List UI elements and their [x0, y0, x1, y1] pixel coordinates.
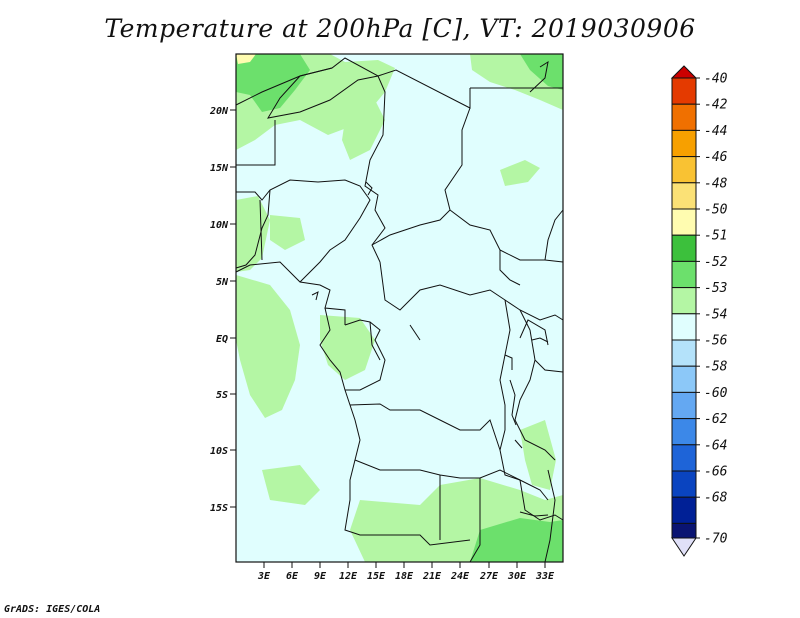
colorbar-label: -42 — [704, 98, 728, 113]
field-green-sahel-east — [500, 160, 540, 186]
colorbar-cell — [671, 339, 697, 367]
lat-label: 15N — [210, 163, 229, 174]
field-green-south-dark — [470, 518, 563, 562]
colorbar-label: -40 — [704, 72, 728, 87]
colorbar-cell — [671, 418, 697, 446]
map-frame — [235, 53, 564, 563]
field-green-southwest — [262, 465, 320, 505]
latitude-axis — [230, 109, 236, 508]
lat-label: 20N — [209, 106, 229, 117]
grads-credit: GrADS: IGES/COLA — [4, 604, 101, 615]
colorbar-cell — [671, 234, 697, 262]
field-green-gulf — [236, 275, 300, 418]
field-green-northwest-dark — [236, 54, 310, 112]
map-panel — [235, 53, 564, 563]
latitude-labels: 20N 15N 10N 5N EQ 5S 10S 15S — [209, 106, 229, 514]
colorbar-label: -48 — [704, 176, 728, 191]
colorbar-label: -64 — [704, 438, 727, 453]
colorbar-cell — [671, 391, 697, 420]
colorbar-label: -52 — [704, 255, 728, 270]
colorbar-cell — [671, 156, 697, 184]
lon-label: 6E — [286, 571, 299, 582]
lakes — [311, 181, 549, 517]
lat-label: 15S — [210, 503, 228, 514]
lat-label: 10N — [210, 220, 229, 231]
lon-label: 24E — [450, 571, 470, 582]
colorbar-label: -56 — [704, 334, 728, 349]
lon-label: 30E — [507, 571, 527, 582]
lon-label: 21E — [422, 571, 442, 582]
longitude-labels: 3E 6E 9E 12E 15E 18E 21E 24E 27E 30E 33E — [257, 571, 555, 582]
field-green-nigeria — [270, 215, 305, 250]
lon-label: 18E — [395, 571, 414, 582]
map-title: Temperature at 200hPa [C], VT: 201903090… — [104, 14, 696, 43]
colorbar-label: -51 — [704, 229, 727, 244]
colorbar-label: -66 — [704, 465, 728, 480]
colorbar-cell — [671, 208, 697, 236]
colorbar-cell — [671, 287, 697, 315]
colorbar: -40 -42 -44 -46 -48 -50 -51 -52 -53 -54 -56 -58 -60 -… — [670, 65, 728, 557]
colorbar-cell — [671, 522, 697, 539]
lon-label: 27E — [479, 571, 499, 582]
lat-label: EQ — [216, 334, 228, 345]
colorbar-label: -46 — [704, 150, 728, 165]
colorbar-label: -50 — [704, 203, 728, 218]
lat-label: 5N — [216, 277, 229, 288]
country-borders — [235, 57, 564, 563]
colorbar-label: -62 — [704, 412, 728, 427]
colorbar-label: -60 — [704, 386, 728, 401]
colorbar-cell — [671, 129, 697, 158]
lat-label: 10S — [210, 446, 228, 457]
colorbar-cell — [671, 260, 697, 289]
colorbar-label: -44 — [704, 124, 727, 139]
colorbar-top-arrow — [670, 65, 698, 79]
colorbar-cell — [671, 313, 697, 341]
colorbar-label: -70 — [704, 532, 728, 547]
colorbar-cell — [671, 470, 697, 498]
lon-label: 15E — [367, 571, 386, 582]
field-green-southeast — [520, 420, 556, 490]
colorbar-cell — [671, 77, 697, 105]
field-green-central-north — [342, 100, 385, 160]
lat-label: 5S — [216, 390, 228, 401]
colorbar-cell — [671, 103, 697, 131]
longitude-axis — [263, 562, 546, 568]
lon-label: 3E — [257, 571, 271, 582]
colorbar-cell — [671, 496, 697, 524]
field-green-northeast-dark — [520, 54, 563, 90]
lon-label: 33E — [535, 571, 555, 582]
colorbar-label: -58 — [704, 360, 728, 375]
colorbar-bottom-arrow — [671, 537, 697, 557]
colorbar-cell — [671, 444, 697, 472]
lon-label: 9E — [314, 571, 327, 582]
colorbar-cell — [671, 365, 697, 393]
lon-label: 12E — [339, 571, 358, 582]
colorbar-label: -68 — [704, 491, 728, 506]
field-yellow-corner — [236, 54, 256, 64]
colorbar-label: -54 — [704, 307, 727, 322]
colorbar-label: -53 — [704, 281, 727, 296]
colorbar-cell — [671, 182, 697, 210]
